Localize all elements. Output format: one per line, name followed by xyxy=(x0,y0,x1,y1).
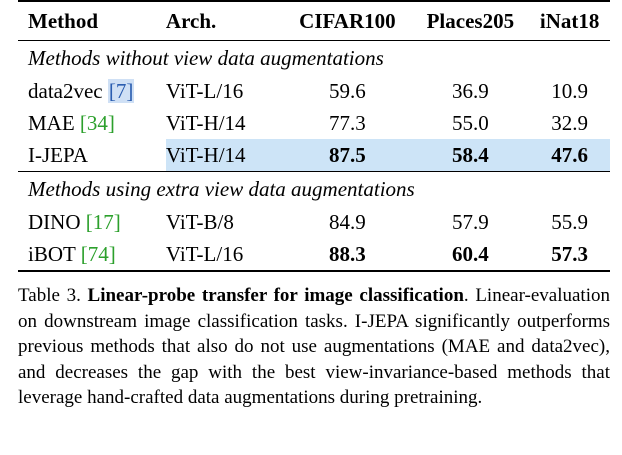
table-row: iBOT [74] ViT-L/16 88.3 60.4 57.3 xyxy=(18,238,610,271)
inat-cell: 32.9 xyxy=(551,111,589,135)
cifar-cell: 88.3 xyxy=(329,242,366,266)
citation-link[interactable]: [17] xyxy=(85,210,121,234)
inat-cell: 57.3 xyxy=(551,242,589,266)
header-arch: Arch. xyxy=(165,9,217,33)
header-row: Method Arch. CIFAR100 Places205 iNat18 xyxy=(18,1,610,41)
inat-cell: 55.9 xyxy=(551,210,589,234)
cifar-cell: 84.9 xyxy=(329,210,366,234)
caption-label: Table 3. xyxy=(18,285,81,306)
citation-link[interactable]: [74] xyxy=(80,242,116,266)
table-row: MAE [34] ViT-H/14 77.3 55.0 32.9 xyxy=(18,107,610,139)
citation-link[interactable]: [7] xyxy=(107,79,135,103)
method-name: data2vec xyxy=(28,79,103,103)
header-inat18: iNat18 xyxy=(539,9,600,33)
header-places205: Places205 xyxy=(426,9,515,33)
header-method: Method xyxy=(28,9,98,33)
method-cell: data2vec [7] xyxy=(18,75,166,107)
places-cell: 36.9 xyxy=(451,79,489,103)
caption-title: Linear-probe transfer for image classifi… xyxy=(87,285,464,306)
table-row: data2vec [7] ViT-L/16 59.6 36.9 10.9 xyxy=(18,75,610,107)
arch-cell: ViT-B/8 xyxy=(165,210,234,234)
table-row: DINO [17] ViT-B/8 84.9 57.9 55.9 xyxy=(18,206,610,238)
method-name: MAE xyxy=(28,111,75,135)
table-caption: Table 3. Linear-probe transfer for image… xyxy=(18,283,610,411)
arch-cell: ViT-H/14 xyxy=(165,111,246,135)
arch-cell: ViT-H/14 xyxy=(165,139,284,172)
inat-cell: 10.9 xyxy=(551,79,589,103)
header-cifar100: CIFAR100 xyxy=(299,9,396,33)
cifar-cell: 87.5 xyxy=(283,139,412,172)
caption-text: . Linear-evaluation on downstream image … xyxy=(18,285,610,408)
results-table: Method Arch. CIFAR100 Places205 iNat18 M… xyxy=(18,0,610,272)
method-name: iBOT xyxy=(28,242,76,266)
inat-cell: 47.6 xyxy=(529,139,610,172)
method-cell: I-JEPA xyxy=(28,143,88,167)
places-cell: 57.9 xyxy=(451,210,489,234)
cifar-cell: 77.3 xyxy=(329,111,366,135)
section-title-no-aug: Methods without view data augmentations xyxy=(28,46,384,70)
method-cell: MAE [34] xyxy=(18,107,166,139)
method-cell: DINO [17] xyxy=(18,206,166,238)
table-row-highlighted: I-JEPA ViT-H/14 87.5 58.4 47.6 xyxy=(18,139,610,172)
section-title-extra-aug: Methods using extra view data augmentati… xyxy=(28,177,415,201)
arch-cell: ViT-L/16 xyxy=(165,79,244,103)
method-cell: iBOT [74] xyxy=(18,238,166,271)
places-cell: 55.0 xyxy=(451,111,489,135)
section-header: Methods using extra view data augmentati… xyxy=(18,171,610,207)
section-header: Methods without view data augmentations xyxy=(18,40,610,76)
cifar-cell: 59.6 xyxy=(329,79,366,103)
arch-cell: ViT-L/16 xyxy=(165,242,244,266)
places-cell: 60.4 xyxy=(451,242,489,266)
places-cell: 58.4 xyxy=(411,139,530,172)
method-name: DINO xyxy=(28,210,81,234)
citation-link[interactable]: [34] xyxy=(79,111,115,135)
